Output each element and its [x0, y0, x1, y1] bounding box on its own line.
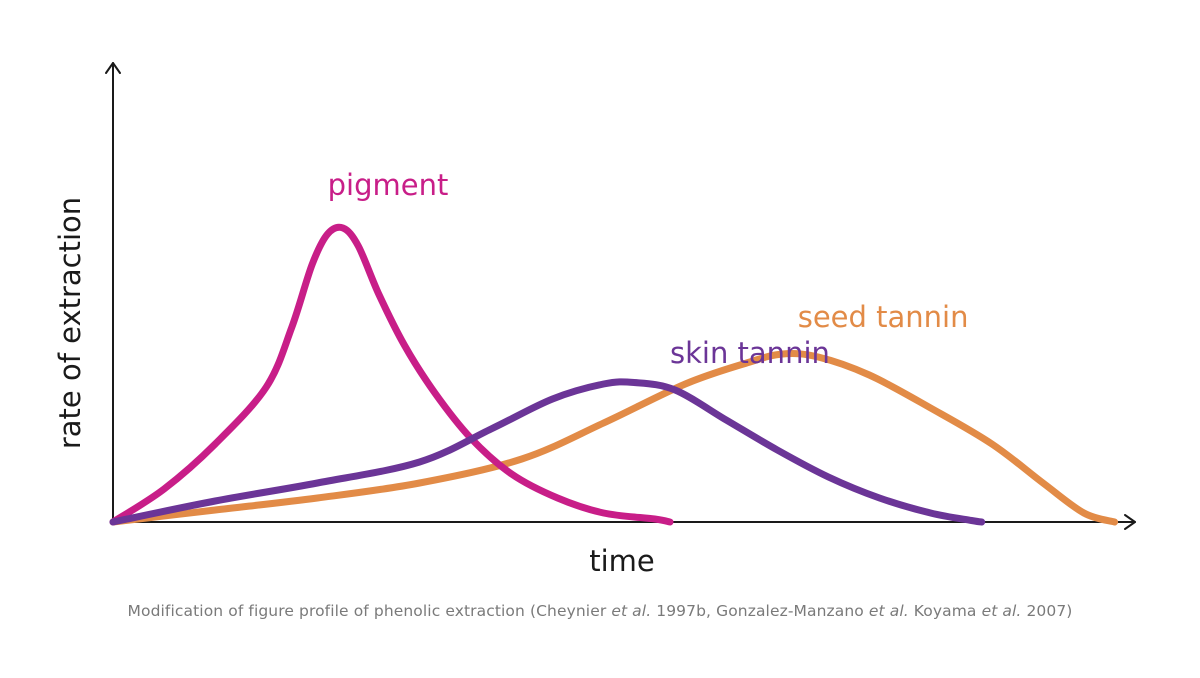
- caption-text: 2007): [1021, 602, 1073, 620]
- caption-et-al: et al.: [611, 602, 652, 620]
- caption-text: Modification of figure profile of phenol…: [127, 602, 612, 620]
- seed-tannin-series-label: seed tannin: [798, 300, 969, 334]
- series-layer: [109, 223, 1119, 526]
- caption-text: Koyama: [908, 602, 982, 620]
- figure-caption: Modification of figure profile of phenol…: [0, 602, 1200, 620]
- y-axis-arrowhead: [105, 62, 121, 74]
- y-axis-label: rate of extraction: [53, 197, 87, 449]
- caption-et-al: et al.: [981, 602, 1022, 620]
- caption-et-al: et al.: [868, 602, 909, 620]
- caption-text: 1997b, Gonzalez-Manzano: [651, 602, 869, 620]
- x-axis-arrowhead: [1124, 514, 1136, 530]
- axes: [105, 62, 1136, 530]
- skin-tannin-series-label: skin tannin: [670, 336, 830, 370]
- pigment-series-line: [109, 223, 674, 526]
- pigment-series-label: pigment: [328, 168, 449, 202]
- skin-tannin-series-line: [109, 378, 986, 526]
- x-axis-label: time: [589, 544, 655, 578]
- seed-tannin-series-line: [109, 350, 1119, 526]
